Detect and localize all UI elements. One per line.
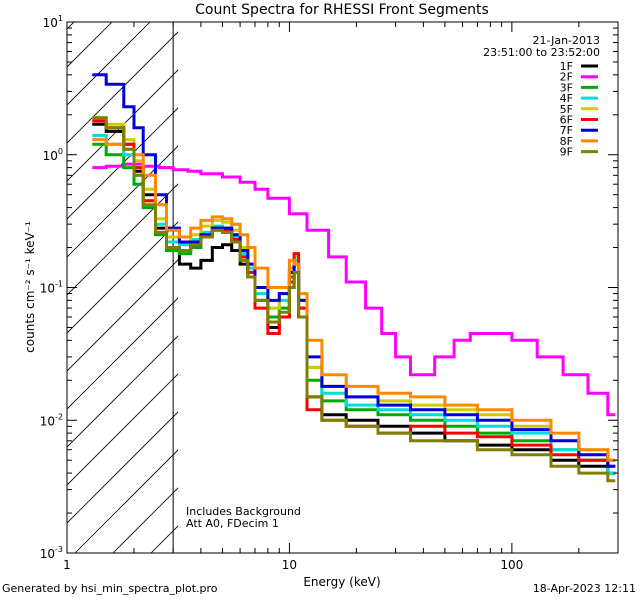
series-line-8f — [92, 138, 616, 462]
x-tick-label: 10 — [282, 558, 297, 572]
legend-label-2f: 2F — [560, 71, 573, 84]
legend-label-8f: 8F — [560, 135, 573, 148]
hatch-line — [74, 449, 178, 553]
hatch-line — [67, 221, 178, 334]
hatch-line — [67, 22, 113, 68]
legend-label-1f: 1F — [560, 60, 573, 73]
legend-label-7f: 7F — [560, 124, 573, 137]
y-tick-labels: 101 100 10-1 10-2 10-3 — [40, 14, 63, 561]
legend-label-4f: 4F — [560, 92, 573, 105]
hatch-line — [67, 183, 178, 296]
y-tick-label: 10-2 — [40, 412, 63, 428]
hatch-line — [67, 22, 151, 106]
series-line-9f — [92, 116, 616, 483]
footer-timestamp: 18-Apr-2023 12:11 — [532, 582, 636, 595]
hatch-line — [67, 259, 178, 372]
hatched-region — [67, 0, 640, 553]
hatch-line — [67, 411, 178, 524]
legend-label-6f: 6F — [560, 114, 573, 127]
y-axis-label: counts cm⁻² s⁻¹ keV⁻¹ — [23, 221, 37, 353]
x-axis-label: Energy (keV) — [303, 575, 380, 589]
plot-frame — [66, 21, 619, 554]
time-range-label: 23:51:00 to 23:52:00 — [483, 46, 600, 59]
hatch-line — [67, 373, 178, 486]
series-line-2f — [92, 162, 616, 417]
y-tick-label: 10-1 — [40, 280, 63, 296]
hatch-line — [67, 297, 178, 410]
series-lines — [92, 73, 616, 483]
legend-label-5f: 5F — [560, 103, 573, 116]
series-line-7f — [92, 73, 616, 468]
footer-generated-by: Generated by hsi_min_spectra_plot.pro — [2, 582, 218, 595]
y-tick-label: 101 — [43, 14, 63, 30]
annotation-background: Includes Background — [186, 505, 301, 518]
hatch-line — [265, 0, 640, 553]
series-line-3f — [92, 142, 616, 475]
hatch-line — [67, 31, 178, 144]
series-line-6f — [92, 119, 616, 468]
hatch-line — [67, 145, 178, 258]
x-tick-label: 1 — [63, 558, 71, 572]
y-tick-label: 100 — [43, 147, 63, 163]
chart-title: Count Spectra for RHESSI Front Segments — [195, 2, 489, 18]
legend-label-9f: 9F — [560, 146, 573, 159]
hatch-line — [67, 335, 178, 448]
legend-label-3f: 3F — [560, 81, 573, 94]
hatch-line — [67, 107, 178, 220]
y-tick-label: 10-3 — [40, 545, 63, 561]
axis-ticks — [66, 21, 619, 554]
x-tick-labels: 1 10 100 — [63, 558, 523, 572]
x-tick-label: 100 — [500, 558, 523, 572]
date-label: 21-Jan-2013 — [533, 34, 601, 47]
series-line-4f — [92, 133, 616, 475]
annotation-attenuator: Att A0, FDecim 1 — [186, 517, 279, 530]
